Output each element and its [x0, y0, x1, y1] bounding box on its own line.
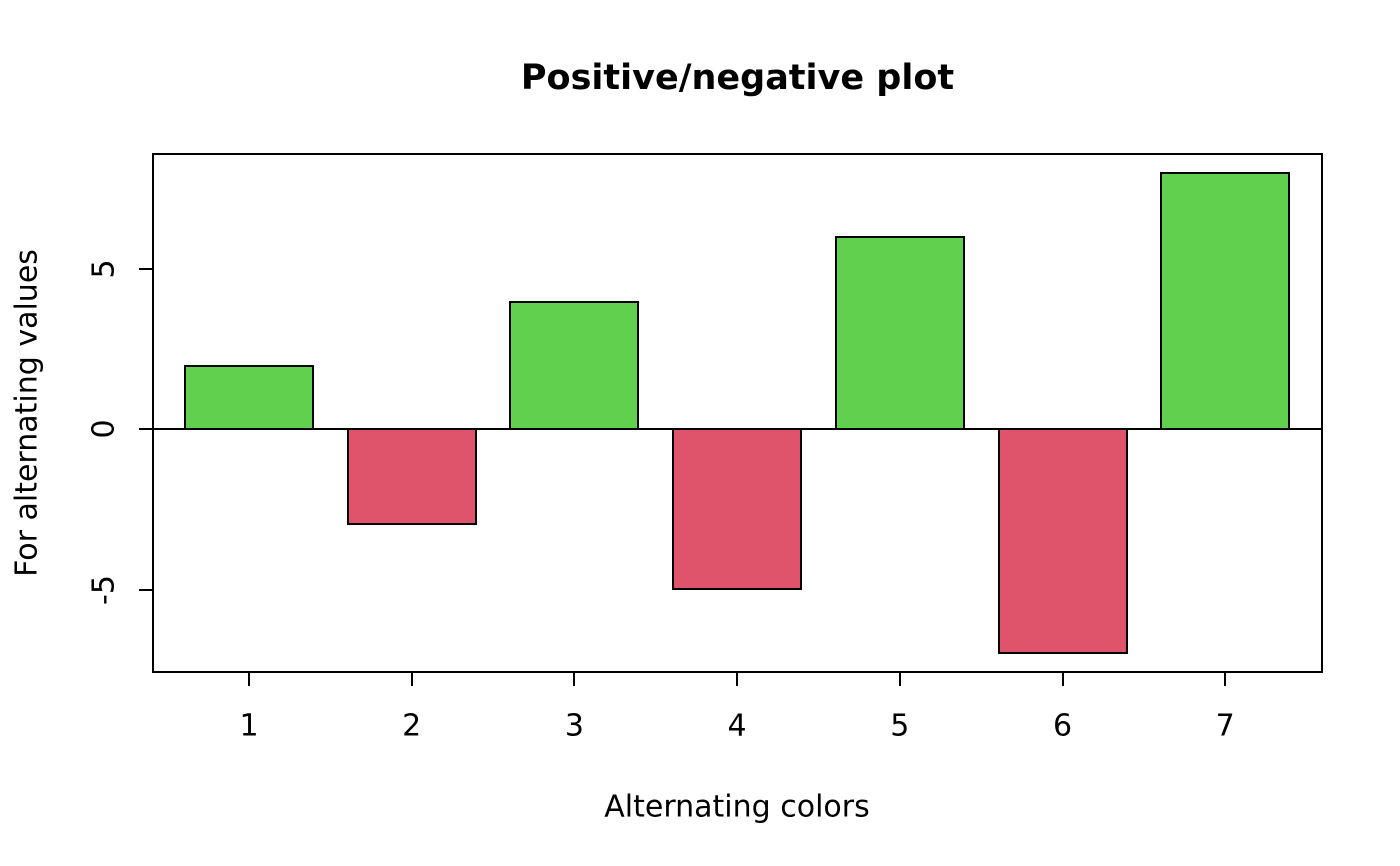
y-axis-tick--5 — [139, 588, 152, 591]
bar-3 — [509, 300, 640, 431]
x-axis-tick-5 — [898, 673, 901, 686]
bar-2 — [346, 428, 477, 526]
bar-6 — [997, 428, 1128, 654]
bar-7 — [1160, 172, 1291, 431]
x-axis-tick-label-6: 6 — [1052, 708, 1073, 744]
x-axis-tick-2 — [410, 673, 413, 686]
bar-1 — [184, 364, 314, 431]
chart-title: Positive/negative plot — [520, 58, 955, 98]
x-axis-tick-4 — [736, 673, 739, 686]
bar-5 — [834, 236, 965, 431]
x-axis-tick-label-2: 2 — [402, 708, 422, 744]
x-axis-title: Alternating colors — [604, 789, 870, 825]
x-axis-tick-label-7: 7 — [1215, 708, 1235, 744]
bar-4 — [672, 428, 803, 590]
y-axis-tick-label-5: 5 — [86, 259, 122, 279]
x-axis-tick-6 — [1061, 673, 1064, 686]
x-axis-tick-label-1: 1 — [239, 708, 259, 744]
y-axis-tick-label-0: 0 — [86, 419, 122, 439]
x-axis-tick-7 — [1224, 673, 1227, 686]
x-axis-tick-label-5: 5 — [890, 708, 910, 744]
y-axis-tick-5 — [139, 267, 152, 270]
x-axis-tick-label-3: 3 — [564, 708, 584, 744]
y-axis-tick-label--5: -5 — [86, 574, 122, 605]
y-axis-tick-0 — [139, 428, 152, 431]
plot-area — [152, 153, 1323, 673]
y-axis-title: For alternating values — [9, 249, 45, 577]
x-axis-tick-1 — [248, 673, 250, 686]
x-axis-tick-label-4: 4 — [727, 708, 747, 744]
x-axis-tick-3 — [573, 673, 576, 686]
